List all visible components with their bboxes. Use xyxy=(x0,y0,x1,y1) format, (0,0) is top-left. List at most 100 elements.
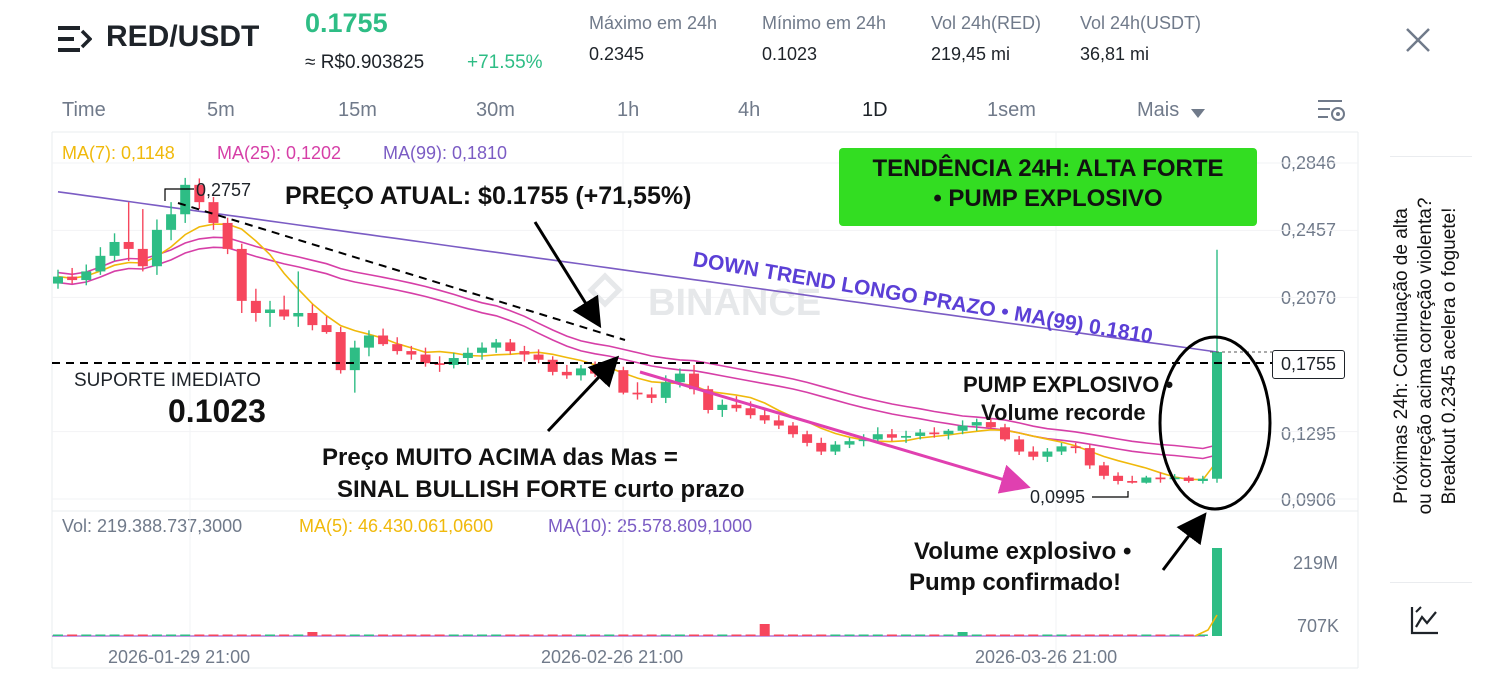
caret-down-icon[interactable] xyxy=(1191,106,1205,124)
volume-bar xyxy=(590,634,601,636)
candle-body xyxy=(392,344,403,352)
line-chart-icon[interactable] xyxy=(1410,605,1440,640)
arrow-ma-pink xyxy=(639,370,1031,494)
chart-settings-icon[interactable] xyxy=(1316,98,1346,129)
volume-bar xyxy=(802,634,813,636)
candle-body xyxy=(67,276,78,281)
volume-bar xyxy=(901,634,912,636)
candle-body xyxy=(703,389,714,410)
volume-bar xyxy=(505,634,516,636)
tab-15m[interactable]: 15m xyxy=(338,99,377,121)
volume-bar xyxy=(378,634,389,636)
last-price: 0.1755 xyxy=(305,8,388,38)
candle-body xyxy=(180,184,191,215)
pair-title[interactable]: RED/USDT xyxy=(106,20,260,53)
candle-body xyxy=(321,325,332,333)
volume-bar xyxy=(1155,634,1166,636)
candle-body xyxy=(420,354,431,364)
volume-bar xyxy=(448,634,459,636)
volume-bar xyxy=(222,634,233,636)
volume-bar xyxy=(137,634,148,636)
candle-body xyxy=(307,312,318,326)
support-label: SUPORTE IMEDIATO xyxy=(74,370,261,391)
volume-bar xyxy=(731,634,742,636)
candle-body xyxy=(1084,448,1095,466)
volume-bar xyxy=(1084,634,1095,636)
volume-bar xyxy=(858,634,869,636)
volume-bar xyxy=(194,634,205,636)
x-tick: 2026-03-26 21:00 xyxy=(975,647,1118,667)
volume-bar xyxy=(1098,634,1109,636)
candle-body xyxy=(1070,446,1081,449)
volume-bar xyxy=(604,634,615,636)
sidebar-divider xyxy=(1390,582,1472,583)
tab-1sem[interactable]: 1sem xyxy=(987,99,1036,121)
tab-4h[interactable]: 4h xyxy=(738,99,761,121)
volume-bar xyxy=(477,634,488,636)
candle-body xyxy=(787,425,798,435)
tab-time[interactable]: Time xyxy=(62,99,106,121)
candle-body xyxy=(1197,478,1208,481)
volume-bar xyxy=(109,634,120,636)
volume-bar xyxy=(646,634,657,636)
trend-box-line2: • PUMP EXPLOSIVO xyxy=(933,185,1163,212)
stat-vol-usdt-value: 36,81 mi xyxy=(1080,44,1150,64)
volume-bar xyxy=(519,634,530,636)
volume-bar xyxy=(1197,634,1208,636)
volume-bar xyxy=(632,634,643,636)
candle-body xyxy=(674,373,685,383)
candle-body xyxy=(151,229,162,267)
candle-body xyxy=(166,214,177,230)
volume-bar xyxy=(279,634,290,636)
volume-bar xyxy=(434,634,445,636)
candle-body xyxy=(335,332,346,371)
volume-bar xyxy=(420,634,431,636)
volume-bar xyxy=(265,634,276,636)
arrow-volume xyxy=(1161,512,1207,571)
volume-bar xyxy=(943,634,954,636)
candle-body xyxy=(533,354,544,360)
volume-bar xyxy=(745,634,756,636)
volume-bar xyxy=(1014,634,1025,636)
volume-bar xyxy=(95,634,106,636)
candle-body xyxy=(547,359,558,372)
candle-body xyxy=(575,368,586,376)
volume-bar xyxy=(491,634,502,636)
volume-bar xyxy=(703,634,714,636)
volume-bar xyxy=(575,634,586,636)
volume-bar xyxy=(321,634,332,636)
close-icon[interactable] xyxy=(1404,26,1432,54)
side-text-line2: ou correção acima correção violenta? xyxy=(1415,197,1436,515)
volume-legend: Vol: 219.388.737,3000 xyxy=(62,516,243,536)
volume-bar xyxy=(166,634,177,636)
stat-vol-usdt-label: Vol 24h(USDT) xyxy=(1080,13,1202,33)
bullish-annotation-line1: Preço MUITO ACIMA das Mas = xyxy=(322,444,678,471)
tab-30m[interactable]: 30m xyxy=(476,99,515,121)
arrow-bullish xyxy=(546,355,620,433)
ma25-line xyxy=(57,236,1218,450)
tab-more[interactable]: Mais xyxy=(1137,99,1180,121)
candle-body xyxy=(236,248,247,301)
volume-bar xyxy=(872,634,883,636)
candle-body xyxy=(985,422,996,428)
volume-bar xyxy=(462,634,473,636)
volume-bar xyxy=(53,634,63,636)
candle-body xyxy=(491,342,502,348)
binance-logo-icon xyxy=(587,272,623,308)
volume-bar xyxy=(293,634,304,636)
candle-body xyxy=(137,248,148,267)
sidebar-divider xyxy=(1390,156,1472,157)
volume-bar xyxy=(180,634,191,636)
volume-bar xyxy=(208,634,219,636)
candle-body xyxy=(293,312,304,317)
candle-body xyxy=(858,439,869,442)
menu-arrow-icon[interactable] xyxy=(58,24,93,54)
tab-1d[interactable]: 1D xyxy=(862,99,888,121)
candle-body xyxy=(971,422,982,426)
volume-bar xyxy=(1042,634,1053,636)
y-tick: 0,2070 xyxy=(1281,288,1337,308)
tab-1h[interactable]: 1h xyxy=(617,99,640,121)
tab-5m[interactable]: 5m xyxy=(207,99,235,121)
volume-bar xyxy=(1169,634,1180,636)
